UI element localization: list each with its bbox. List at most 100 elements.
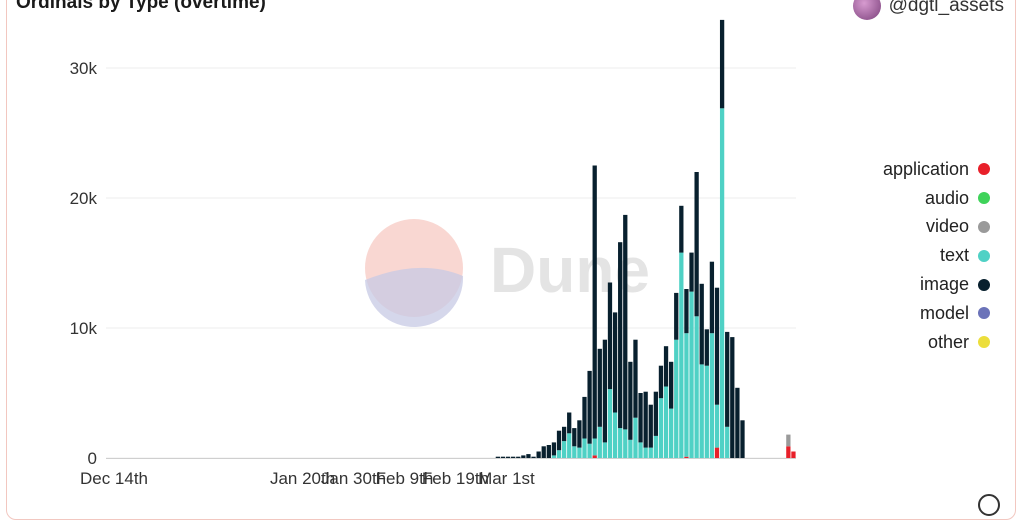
legend-item-model[interactable]: model <box>860 299 990 328</box>
bar-segment-application <box>684 456 689 458</box>
bar-segment-image <box>714 287 720 405</box>
bar-segment-text <box>587 443 592 458</box>
legend-label: image <box>919 274 969 295</box>
bar-segment-text <box>709 333 715 458</box>
y-tick-label: 0 <box>88 449 97 468</box>
legend-swatch <box>978 192 990 205</box>
legend-item-text[interactable]: text <box>860 241 990 270</box>
bar-segment-image <box>536 451 541 458</box>
bar-segment-application <box>714 447 720 458</box>
y-tick-label: 20k <box>70 189 98 208</box>
x-tick-label: Jan 30th <box>321 469 386 488</box>
bar-segment-image <box>730 337 735 458</box>
bar-segment-video <box>786 434 791 447</box>
bar-segment-image <box>551 442 557 456</box>
bars-group <box>106 19 796 459</box>
legend-item-other[interactable]: other <box>860 328 990 357</box>
legend-label: model <box>919 302 969 323</box>
bar-segment-image <box>572 428 577 447</box>
y-tick-label: 30k <box>70 59 98 78</box>
bar-segment-image <box>505 456 511 458</box>
bar-segment-image <box>694 172 699 317</box>
bar-segment-image <box>725 331 730 427</box>
x-tick-label: Dec 14th <box>80 469 148 488</box>
y-tick-label: 10k <box>70 319 98 338</box>
legend-swatch <box>978 163 990 176</box>
legend-label: video <box>925 216 969 237</box>
bar-segment-image <box>602 339 608 443</box>
x-tick-label: Feb 9th <box>376 469 434 488</box>
bar-segment-application <box>592 455 597 458</box>
author-handle: @dgtl_assets <box>888 0 1004 16</box>
author-badge[interactable]: @dgtl_assets <box>852 0 1004 20</box>
bar-segment-image <box>546 445 551 458</box>
info-icon[interactable] <box>978 494 1000 516</box>
legend-swatch <box>978 249 990 262</box>
legend-item-video[interactable]: video <box>860 213 990 242</box>
bar-segment-application <box>791 451 796 458</box>
bar-segment-text <box>643 447 648 458</box>
bar-segment-image <box>699 283 704 365</box>
bar-segment-text <box>592 438 597 456</box>
bar-segment-image <box>531 456 536 458</box>
bar-segment-text <box>607 389 613 458</box>
bar-segment-text <box>674 339 679 458</box>
bar-segment-text <box>663 386 669 458</box>
bar-segment-image <box>638 393 643 443</box>
bar-segment-image <box>521 455 526 458</box>
bar-segment-image <box>607 282 613 390</box>
bar-segment-text <box>556 450 562 458</box>
bar-segment-image <box>511 456 516 458</box>
bar-segment-image <box>658 365 664 399</box>
bar-segment-image <box>735 387 740 458</box>
bar-segment-text <box>561 441 567 458</box>
legend-item-image[interactable]: image <box>860 270 990 299</box>
bar-segment-image <box>689 252 694 292</box>
bar-segment-text <box>572 446 577 458</box>
bar-segment-text <box>577 447 582 458</box>
bar-segment-image <box>597 348 602 427</box>
bar-segment-text <box>567 433 572 458</box>
bar-segment-image <box>567 412 572 434</box>
bar-segment-image <box>663 346 669 387</box>
bar-segment-image <box>740 420 745 458</box>
watermark-circle-lower <box>365 267 464 327</box>
bar-segment-text <box>633 417 638 458</box>
legend-swatch <box>978 307 990 320</box>
bar-segment-image <box>669 361 674 409</box>
bar-segment-application <box>786 446 791 458</box>
legend-item-application[interactable]: application <box>860 155 990 184</box>
bar-segment-text <box>602 442 608 458</box>
bar-segment-text <box>689 291 694 458</box>
chart-title: Ordinals by Type (overtime) <box>16 0 266 13</box>
legend-item-audio[interactable]: audio <box>860 184 990 213</box>
bar-segment-image <box>674 292 679 340</box>
legend-label: audio <box>924 187 969 208</box>
bar-segment-image <box>704 329 709 366</box>
bar-segment-image <box>577 420 582 448</box>
bar-segment-image <box>587 370 592 444</box>
bar-segment-image <box>541 446 546 458</box>
x-tick-label: Jan 20th <box>270 469 335 488</box>
bar-segment-image <box>709 261 715 334</box>
bar-segment-image <box>618 242 623 429</box>
bar-segment-text <box>628 439 633 458</box>
bar-segment-text <box>725 426 730 458</box>
bar-segment-image <box>612 312 618 413</box>
dune-watermark: Dune <box>365 219 650 327</box>
bar-segment-text <box>699 364 704 458</box>
bar-segment-text <box>551 455 557 458</box>
bar-segment-image <box>679 205 684 253</box>
bar-segment-text <box>684 333 689 457</box>
bar-segment-text <box>658 398 664 458</box>
bar-segment-image <box>623 214 628 430</box>
bar-segment-text <box>612 412 618 458</box>
bar-segment-image <box>582 396 587 439</box>
bar-segment-image <box>684 289 689 334</box>
bar-segment-text <box>582 438 587 458</box>
bar-segment-text <box>638 442 643 458</box>
legend: application audio video text image model other <box>860 155 990 357</box>
y-axis-labels: 0 10k 20k 30k <box>70 59 98 468</box>
bar-segment-text <box>623 429 628 458</box>
